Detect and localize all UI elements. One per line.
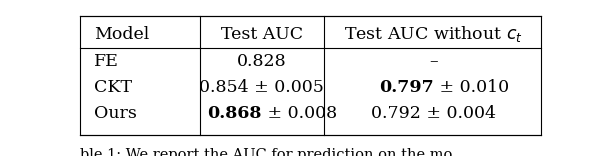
Text: FE: FE xyxy=(94,54,119,71)
Text: Test AUC without $c_t$: Test AUC without $c_t$ xyxy=(344,24,523,44)
Text: ± 0.010: ± 0.010 xyxy=(434,79,509,96)
Text: Ours: Ours xyxy=(94,105,137,122)
Text: 0.797 ± 0.010: 0.797 ± 0.010 xyxy=(371,79,496,96)
Text: 0.797: 0.797 xyxy=(379,79,434,96)
Text: 0.868: 0.868 xyxy=(207,105,262,122)
Text: 0.828: 0.828 xyxy=(237,54,287,71)
Text: ble 1: We report the AUC for prediction on the mo: ble 1: We report the AUC for prediction … xyxy=(80,149,452,156)
Text: 0.792 ± 0.004: 0.792 ± 0.004 xyxy=(371,105,496,122)
Text: –: – xyxy=(429,54,438,71)
Text: Model: Model xyxy=(94,26,149,43)
Text: ± 0.008: ± 0.008 xyxy=(262,105,337,122)
Text: CKT: CKT xyxy=(94,79,132,96)
Text: Test AUC: Test AUC xyxy=(220,26,303,43)
Text: 0.854 ± 0.005: 0.854 ± 0.005 xyxy=(199,79,324,96)
